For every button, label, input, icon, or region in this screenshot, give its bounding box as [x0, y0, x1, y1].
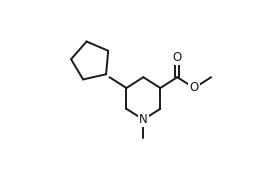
Text: N: N: [139, 113, 148, 126]
Text: O: O: [189, 82, 199, 95]
Text: O: O: [173, 51, 182, 64]
